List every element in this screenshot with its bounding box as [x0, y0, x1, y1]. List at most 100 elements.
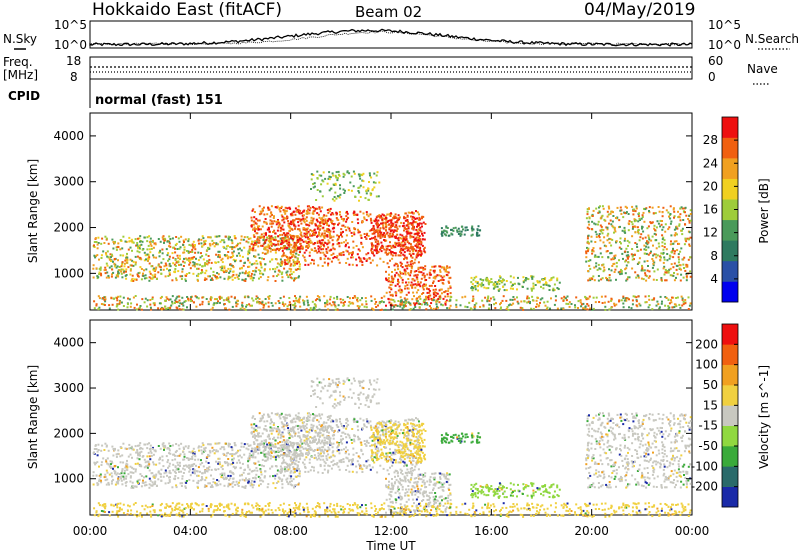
echo-pixel	[603, 208, 605, 210]
echo-pixel	[320, 210, 322, 212]
echo-pixel	[224, 461, 226, 463]
echo-pixel	[322, 252, 324, 254]
echo-pixel	[387, 298, 389, 300]
echo-pixel	[603, 236, 605, 238]
echo-pixel	[176, 486, 178, 488]
echo-pixel	[175, 472, 177, 474]
echo-pixel	[247, 464, 249, 466]
echo-pixel	[358, 200, 360, 202]
echo-pixel	[177, 477, 179, 479]
echo-pixel	[141, 278, 143, 280]
echo-pixel	[398, 239, 400, 241]
freq-tick-top: 18	[66, 54, 81, 68]
echo-pixel	[227, 245, 229, 247]
echo-pixel	[137, 481, 139, 483]
echo-pixel	[412, 263, 414, 265]
echo-pixel	[637, 250, 639, 252]
echo-pixel	[252, 229, 254, 231]
echo-pixel	[589, 308, 591, 310]
echo-pixel	[141, 268, 143, 270]
echo-pixel	[395, 216, 397, 218]
echo-pixel	[513, 277, 515, 279]
echo-pixel	[608, 279, 610, 281]
echo-pixel	[671, 251, 673, 253]
echo-pixel	[372, 245, 374, 247]
echo-pixel	[245, 479, 247, 481]
echo-pixel	[585, 261, 587, 263]
echo-pixel	[376, 196, 378, 198]
echo-pixel	[424, 275, 426, 277]
colorbar-tick-label: 24	[703, 156, 718, 170]
echo-pixel	[290, 475, 292, 477]
echo-pixel	[121, 268, 123, 270]
echo-pixel	[636, 300, 638, 302]
echo-pixel	[631, 221, 633, 223]
echo-pixel	[151, 265, 153, 267]
echo-pixel	[607, 227, 609, 229]
echo-pixel	[232, 462, 234, 464]
echo-pixel	[186, 250, 188, 252]
echo-pixel	[581, 303, 583, 305]
echo-pixel	[318, 296, 320, 298]
echo-pixel	[135, 256, 137, 258]
echo-pixel	[425, 284, 427, 286]
echo-pixel	[172, 257, 174, 259]
echo-pixel	[638, 261, 640, 263]
echo-pixel	[641, 228, 643, 230]
echo-pixel	[106, 263, 108, 265]
echo-pixel	[264, 253, 266, 255]
echo-pixel	[243, 262, 245, 264]
echo-pixel	[433, 289, 435, 291]
echo-pixel	[680, 274, 682, 276]
echo-pixel	[266, 213, 268, 215]
echo-pixel	[287, 220, 289, 222]
echo-pixel	[188, 244, 190, 246]
echo-pixel	[436, 306, 438, 308]
echo-pixel	[124, 470, 126, 472]
echo-pixel	[619, 226, 621, 228]
echo-pixel	[127, 298, 129, 300]
echo-pixel	[288, 239, 290, 241]
echo-pixel	[332, 301, 334, 303]
echo-pixel	[125, 268, 127, 270]
echo-pixel	[306, 231, 308, 233]
echo-pixel	[533, 287, 535, 289]
echo-pixel	[174, 271, 176, 273]
echo-pixel	[510, 281, 512, 283]
echo-pixel	[303, 304, 305, 306]
echo-pixel	[208, 462, 210, 464]
echo-pixel	[424, 232, 426, 234]
echo-pixel	[381, 222, 383, 224]
echo-pixel	[179, 462, 181, 464]
echo-pixel	[656, 301, 658, 303]
echo-pixel	[177, 261, 179, 263]
echo-pixel	[234, 277, 236, 279]
echo-pixel	[248, 303, 250, 305]
echo-pixel	[198, 447, 200, 449]
echo-pixel	[169, 269, 171, 271]
echo-pixel	[188, 471, 190, 473]
echo-pixel	[684, 238, 686, 240]
echo-pixel	[369, 258, 371, 260]
echo-pixel	[269, 216, 271, 218]
echo-pixel	[193, 241, 195, 243]
echo-pixel	[296, 211, 298, 213]
echo-pixel	[611, 269, 613, 271]
echo-pixel	[351, 221, 353, 223]
echo-pixel	[647, 270, 649, 272]
echo-pixel	[129, 298, 131, 300]
echo-pixel	[111, 276, 113, 278]
echo-pixel	[117, 242, 119, 244]
echo-pixel	[277, 230, 279, 232]
echo-pixel	[406, 228, 408, 230]
echo-pixel	[370, 220, 372, 222]
echo-pixel	[348, 264, 350, 266]
echo-pixel	[324, 230, 326, 232]
echo-pixel	[397, 305, 399, 307]
echo-pixel	[365, 238, 367, 240]
echo-pixel	[654, 225, 656, 227]
echo-pixel	[109, 474, 111, 476]
echo-pixel	[299, 266, 301, 268]
echo-pixel	[381, 245, 383, 247]
echo-pixel	[423, 300, 425, 302]
